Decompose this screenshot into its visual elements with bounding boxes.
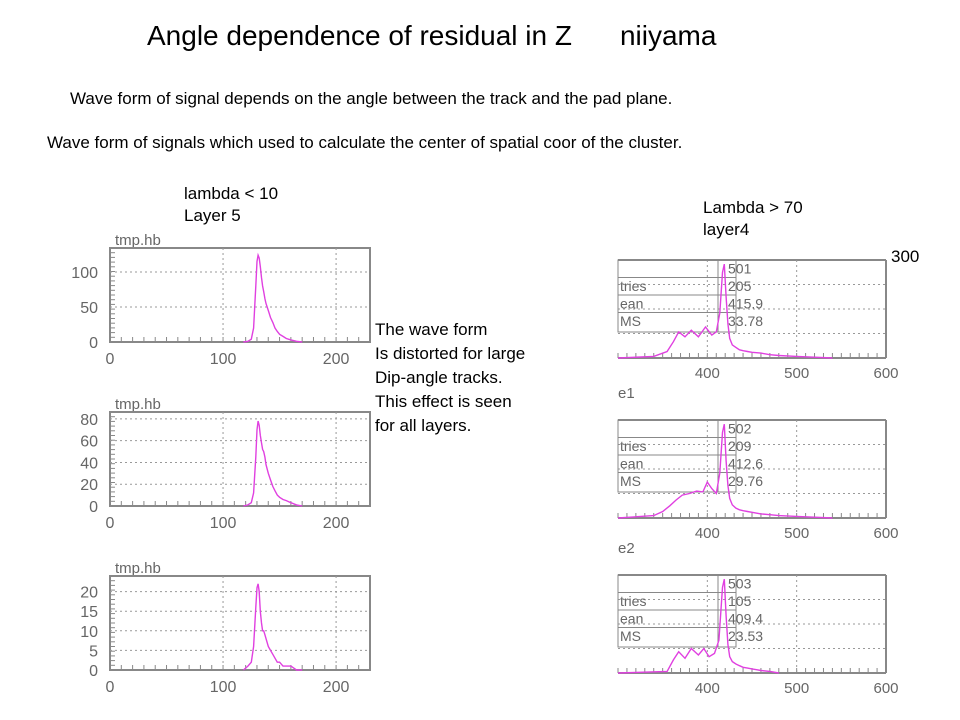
stats-value: 503	[728, 576, 752, 592]
plot-frame	[109, 575, 371, 671]
subtitle-cluster-center: Wave form of signals which used to calcu…	[47, 133, 683, 152]
y-tick-label: 20	[80, 477, 98, 494]
distortion-note: The wave form Is distorted for large Dip…	[375, 318, 525, 438]
stats-box	[617, 574, 737, 648]
y-tick-label: 40	[80, 455, 98, 472]
layer-label: layer4	[703, 220, 750, 239]
x-tick-label: 400	[695, 680, 720, 697]
stats-box	[617, 259, 737, 333]
lambda-condition: Lambda > 70	[703, 198, 803, 217]
stats-label: tries	[620, 438, 646, 454]
subtitle-signal-angle: Wave form of signal depends on the angle…	[70, 89, 673, 108]
waveform-series	[243, 252, 303, 343]
plot-title: tmp.hb	[115, 560, 161, 577]
stats-label: MS	[620, 313, 641, 329]
y-tick-label: 10	[80, 624, 98, 641]
x-tick-label: 100	[210, 515, 237, 532]
x-tick-label: 600	[873, 365, 898, 382]
y-tick-label: 5	[89, 643, 98, 660]
plot-frame	[109, 411, 371, 507]
waveform-series	[242, 583, 303, 671]
waveform-plot-left-2: tmp.hb 0 20 40 60 80 0 100 200	[80, 396, 371, 532]
x-tick-label: 200	[323, 679, 350, 696]
y-tick-label: 0	[89, 499, 98, 516]
x-tick-label: 600	[873, 680, 898, 697]
note-line: for all layers.	[375, 416, 472, 435]
x-tick-label: 400	[695, 365, 720, 382]
stats-value: 502	[728, 421, 752, 437]
plot-title: tmp.hb	[115, 396, 161, 413]
title-text: Angle dependence of residual in Z	[147, 20, 572, 51]
y-tick-label: 50	[80, 300, 98, 317]
waveform-series	[617, 423, 833, 519]
left-column-label: lambda < 10 Layer 5	[184, 183, 278, 227]
author-name: niiyama	[619, 20, 717, 51]
waveform-plot-right-3: e2 400 500 600 503 tries 105 ean 409.4 MS 23.53	[617, 540, 899, 697]
waveform-plot-left-1: tmp.hb 0 50 100 0 100 200	[71, 232, 371, 368]
note-line: This effect is seen	[375, 392, 512, 411]
partial-hist-label: e1	[618, 385, 635, 402]
stats-label: tries	[620, 593, 646, 609]
stats-label: ean	[620, 456, 643, 472]
note-line: The wave form	[375, 320, 488, 339]
stats-value: 415.9	[728, 296, 763, 312]
stats-value: 501	[728, 261, 752, 277]
y-tick-label: 0	[89, 335, 98, 352]
x-tick-label: 100	[210, 679, 237, 696]
plot-frame	[109, 247, 371, 343]
stats-label: ean	[620, 296, 643, 312]
waveform-plot-right-1: 400 500 600 501 tries 205 ean 415.9 MS 33.78	[617, 259, 899, 382]
x-tick-label: 600	[873, 525, 898, 542]
x-tick-label: 0	[106, 351, 115, 368]
stats-value: 205	[728, 278, 752, 294]
x-tick-label: 400	[695, 525, 720, 542]
x-tick-label: 500	[784, 525, 809, 542]
stats-value: 409.4	[728, 611, 763, 627]
stats-value: 105	[728, 593, 752, 609]
y-tick-label: 0	[89, 663, 98, 680]
stray-number: 300	[891, 247, 920, 266]
y-tick-label: 60	[80, 434, 98, 451]
stats-value: 209	[728, 438, 752, 454]
waveform-series	[617, 263, 833, 359]
y-tick-label: 100	[71, 265, 98, 282]
x-tick-label: 500	[784, 680, 809, 697]
stats-label: tries	[620, 278, 646, 294]
x-tick-label: 200	[323, 515, 350, 532]
x-tick-label: 500	[784, 365, 809, 382]
stats-label: ean	[620, 611, 643, 627]
stats-label: MS	[620, 473, 641, 489]
slide-title: Angle dependence of residual in Z niiyama	[147, 20, 716, 52]
note-line: Dip-angle tracks.	[375, 368, 503, 387]
lambda-condition: lambda < 10	[184, 184, 279, 203]
y-tick-label: 20	[80, 585, 98, 602]
x-tick-label: 0	[106, 515, 115, 532]
y-tick-label: 80	[80, 412, 98, 429]
stats-label: MS	[620, 628, 641, 644]
stats-value: 29.76	[728, 473, 763, 489]
x-tick-label: 200	[323, 351, 350, 368]
waveform-plot-right-2: e1 400 500 600 502 tries 209 ean 412.6 MS 29.76	[617, 385, 899, 542]
right-column-label: Lambda > 70 layer4	[703, 197, 803, 241]
x-tick-label: 100	[210, 351, 237, 368]
note-line: Is distorted for large	[375, 344, 526, 363]
stats-value: 412.6	[728, 456, 763, 472]
waveform-series	[617, 578, 779, 674]
stats-box	[617, 419, 737, 493]
plot-title: tmp.hb	[115, 232, 161, 249]
layer-label: Layer 5	[184, 206, 241, 225]
partial-hist-label: e2	[618, 540, 635, 557]
waveform-series	[243, 420, 303, 507]
stats-value: 33.78	[728, 313, 763, 329]
x-tick-label: 0	[106, 679, 115, 696]
y-tick-label: 15	[80, 604, 98, 621]
stats-value: 23.53	[728, 628, 763, 644]
